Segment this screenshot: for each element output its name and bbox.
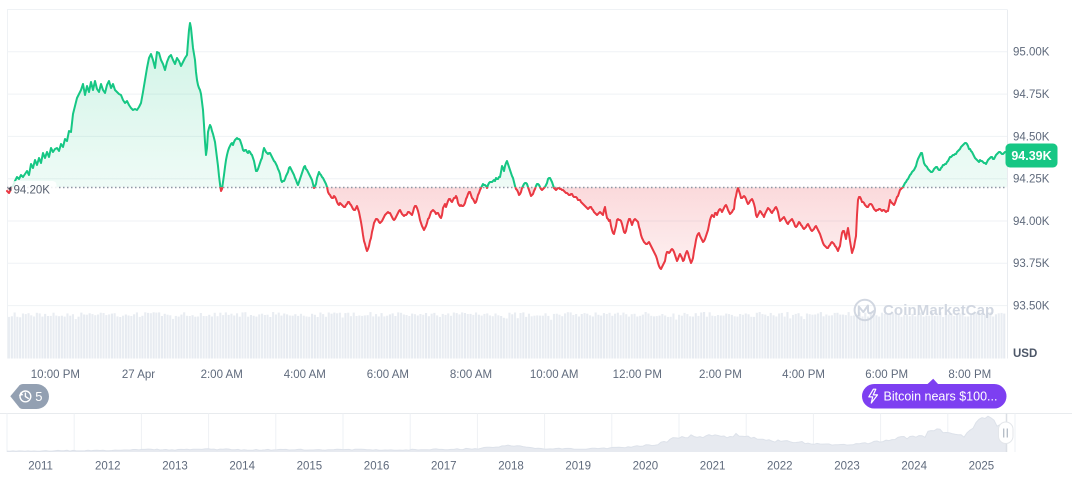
svg-text:10:00 PM: 10:00 PM — [31, 369, 80, 381]
svg-text:2:00 PM: 2:00 PM — [699, 369, 742, 381]
svg-text:2014: 2014 — [229, 461, 255, 473]
svg-text:27 Apr: 27 Apr — [122, 369, 155, 381]
svg-text:2:00 AM: 2:00 AM — [201, 369, 243, 381]
svg-text:2011: 2011 — [28, 461, 53, 473]
svg-text:Bitcoin nears $100...: Bitcoin nears $100... — [884, 390, 998, 404]
svg-text:93.50K: 93.50K — [1013, 301, 1050, 313]
svg-text:4:00 PM: 4:00 PM — [782, 369, 825, 381]
svg-text:95.00K: 95.00K — [1013, 47, 1050, 59]
svg-text:2015: 2015 — [297, 461, 323, 473]
svg-text:94.75K: 94.75K — [1013, 89, 1050, 101]
svg-text:4:00 AM: 4:00 AM — [284, 369, 326, 381]
svg-text:2018: 2018 — [498, 461, 524, 473]
svg-text:94.50K: 94.50K — [1013, 131, 1050, 143]
svg-text:5: 5 — [35, 389, 42, 404]
svg-text:2019: 2019 — [565, 461, 591, 473]
svg-text:94.20K: 94.20K — [14, 184, 51, 196]
svg-text:2024: 2024 — [901, 461, 927, 473]
svg-text:2021: 2021 — [700, 461, 726, 473]
svg-text:94.25K: 94.25K — [1013, 174, 1050, 186]
svg-text:93.75K: 93.75K — [1013, 258, 1050, 270]
svg-text:94.00K: 94.00K — [1013, 216, 1050, 228]
svg-text:6:00 PM: 6:00 PM — [865, 369, 908, 381]
svg-text:2012: 2012 — [95, 461, 121, 473]
svg-text:8:00 PM: 8:00 PM — [948, 369, 991, 381]
svg-text:2023: 2023 — [834, 461, 860, 473]
svg-text:CoinMarketCap: CoinMarketCap — [883, 302, 994, 319]
svg-text:8:00 AM: 8:00 AM — [450, 369, 492, 381]
svg-text:2020: 2020 — [633, 461, 659, 473]
svg-text:2016: 2016 — [364, 461, 390, 473]
svg-text:2013: 2013 — [162, 461, 188, 473]
svg-text:2017: 2017 — [431, 461, 457, 473]
svg-text:10:00 AM: 10:00 AM — [530, 369, 579, 381]
svg-text:2022: 2022 — [767, 461, 793, 473]
svg-text:USD: USD — [1013, 348, 1037, 360]
svg-text:12:00 PM: 12:00 PM — [613, 369, 662, 381]
svg-text:6:00 AM: 6:00 AM — [367, 369, 409, 381]
svg-text:2025: 2025 — [969, 461, 995, 473]
svg-text:94.39K: 94.39K — [1011, 149, 1051, 163]
